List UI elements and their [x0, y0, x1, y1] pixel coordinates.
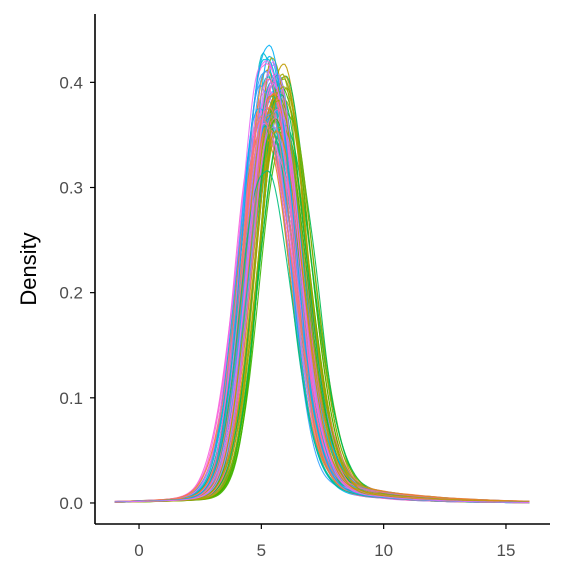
y-tick-label: 0.3 [59, 179, 83, 198]
y-tick-label: 0.0 [59, 494, 83, 513]
x-tick-label: 5 [257, 541, 266, 560]
y-tick-label: 0.2 [59, 284, 83, 303]
y-tick-label: 0.4 [59, 73, 83, 92]
density-curves [114, 44, 530, 504]
x-tick-label: 0 [134, 541, 143, 560]
density-curve [114, 57, 530, 504]
x-tick-label: 15 [497, 541, 516, 560]
density-curve [114, 93, 530, 503]
x-tick-label: 10 [374, 541, 393, 560]
y-tick-label: 0.1 [59, 389, 83, 408]
axes [94, 14, 550, 525]
x-ticks: 0 5 10 15 [134, 524, 515, 560]
y-axis-title: Density [16, 232, 41, 305]
y-ticks: 0.0 0.1 0.2 0.3 0.4 [59, 73, 95, 513]
density-curve [114, 82, 530, 504]
